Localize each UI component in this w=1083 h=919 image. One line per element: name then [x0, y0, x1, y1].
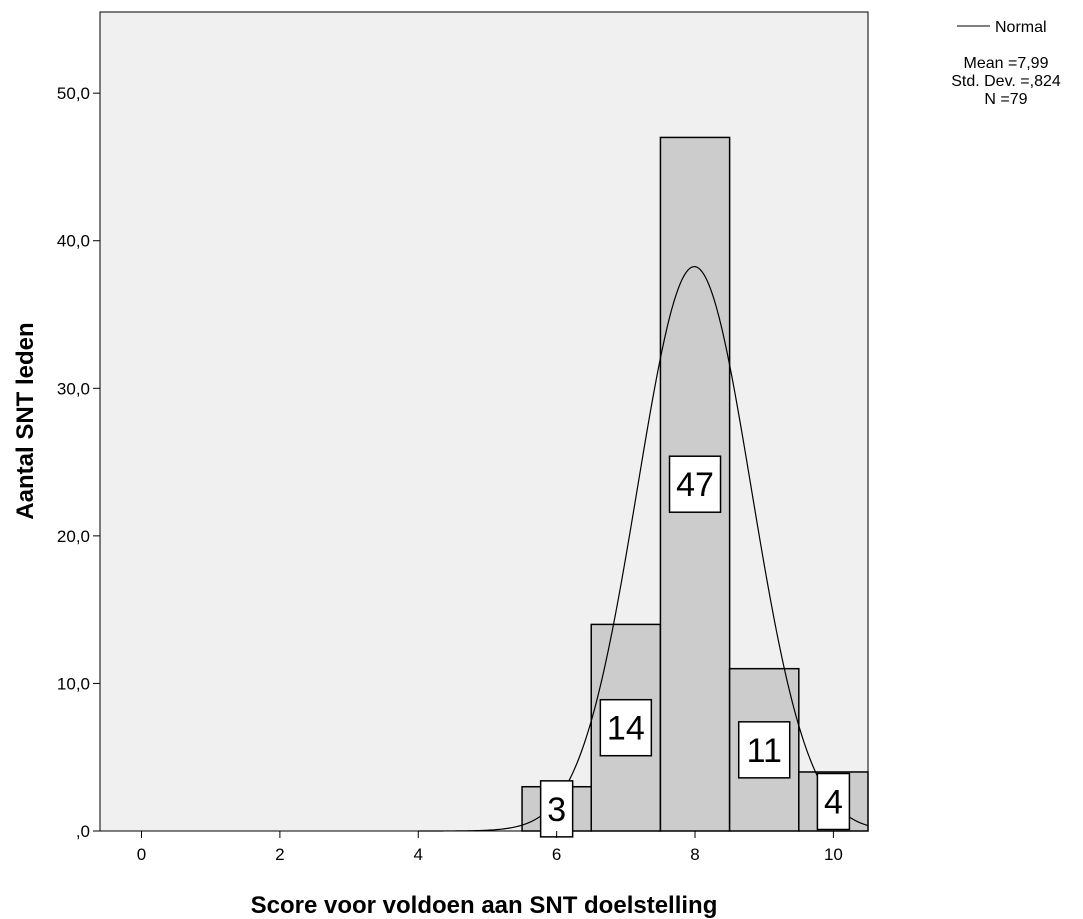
x-tick-label-8: 8	[690, 845, 699, 864]
y-axis-title: Aantal SNT leden	[12, 322, 39, 519]
x-tick-label-10: 10	[824, 845, 843, 864]
data-label-box-4	[816, 772, 851, 831]
data-label-3: 3	[547, 791, 566, 829]
data-label-4: 4	[824, 783, 843, 821]
x-axis-title: Score voor voldoen aan SNT doelstelling	[251, 892, 718, 919]
legend-stat-std: Std. Dev. =,824	[951, 73, 1061, 90]
x-tick-label-4: 4	[414, 845, 423, 864]
x-tick-label-6: 6	[552, 845, 561, 864]
y-tick-label-10: 10,0	[57, 674, 90, 693]
legend-stat-mean: Mean =7,99	[964, 55, 1049, 72]
legend-entry-normal: Normal	[995, 19, 1047, 36]
data-label-box-47	[668, 455, 722, 513]
y-tick-label-40: 40,0	[57, 232, 90, 251]
y-tick-label-50: 50,0	[57, 84, 90, 103]
data-label-box-14	[599, 698, 653, 757]
y-tick-label-0: ,0	[76, 822, 90, 841]
x-axis: 0 2 4 6 8 10	[137, 831, 843, 864]
y-tick-label-20: 20,0	[57, 527, 90, 546]
legend-stat-n: N =79	[984, 91, 1027, 108]
legend: Normal Mean =7,99 Std. Dev. =,824 N =79	[951, 19, 1061, 108]
data-label-47: 47	[676, 466, 714, 504]
data-label-14: 14	[607, 710, 645, 748]
data-labels-layer: 3 14 47 11 4	[539, 455, 851, 838]
x-tick-label-2: 2	[275, 845, 284, 864]
x-tick-label-0: 0	[137, 845, 146, 864]
normal-curve	[418, 266, 869, 832]
data-label-box-3	[539, 780, 574, 838]
y-axis: ,0 10,0 20,0 30,0 40,0 50,0	[57, 84, 100, 841]
data-label-11: 11	[747, 732, 782, 770]
data-label-box-11	[737, 721, 791, 779]
y-tick-label-30: 30,0	[57, 379, 90, 398]
